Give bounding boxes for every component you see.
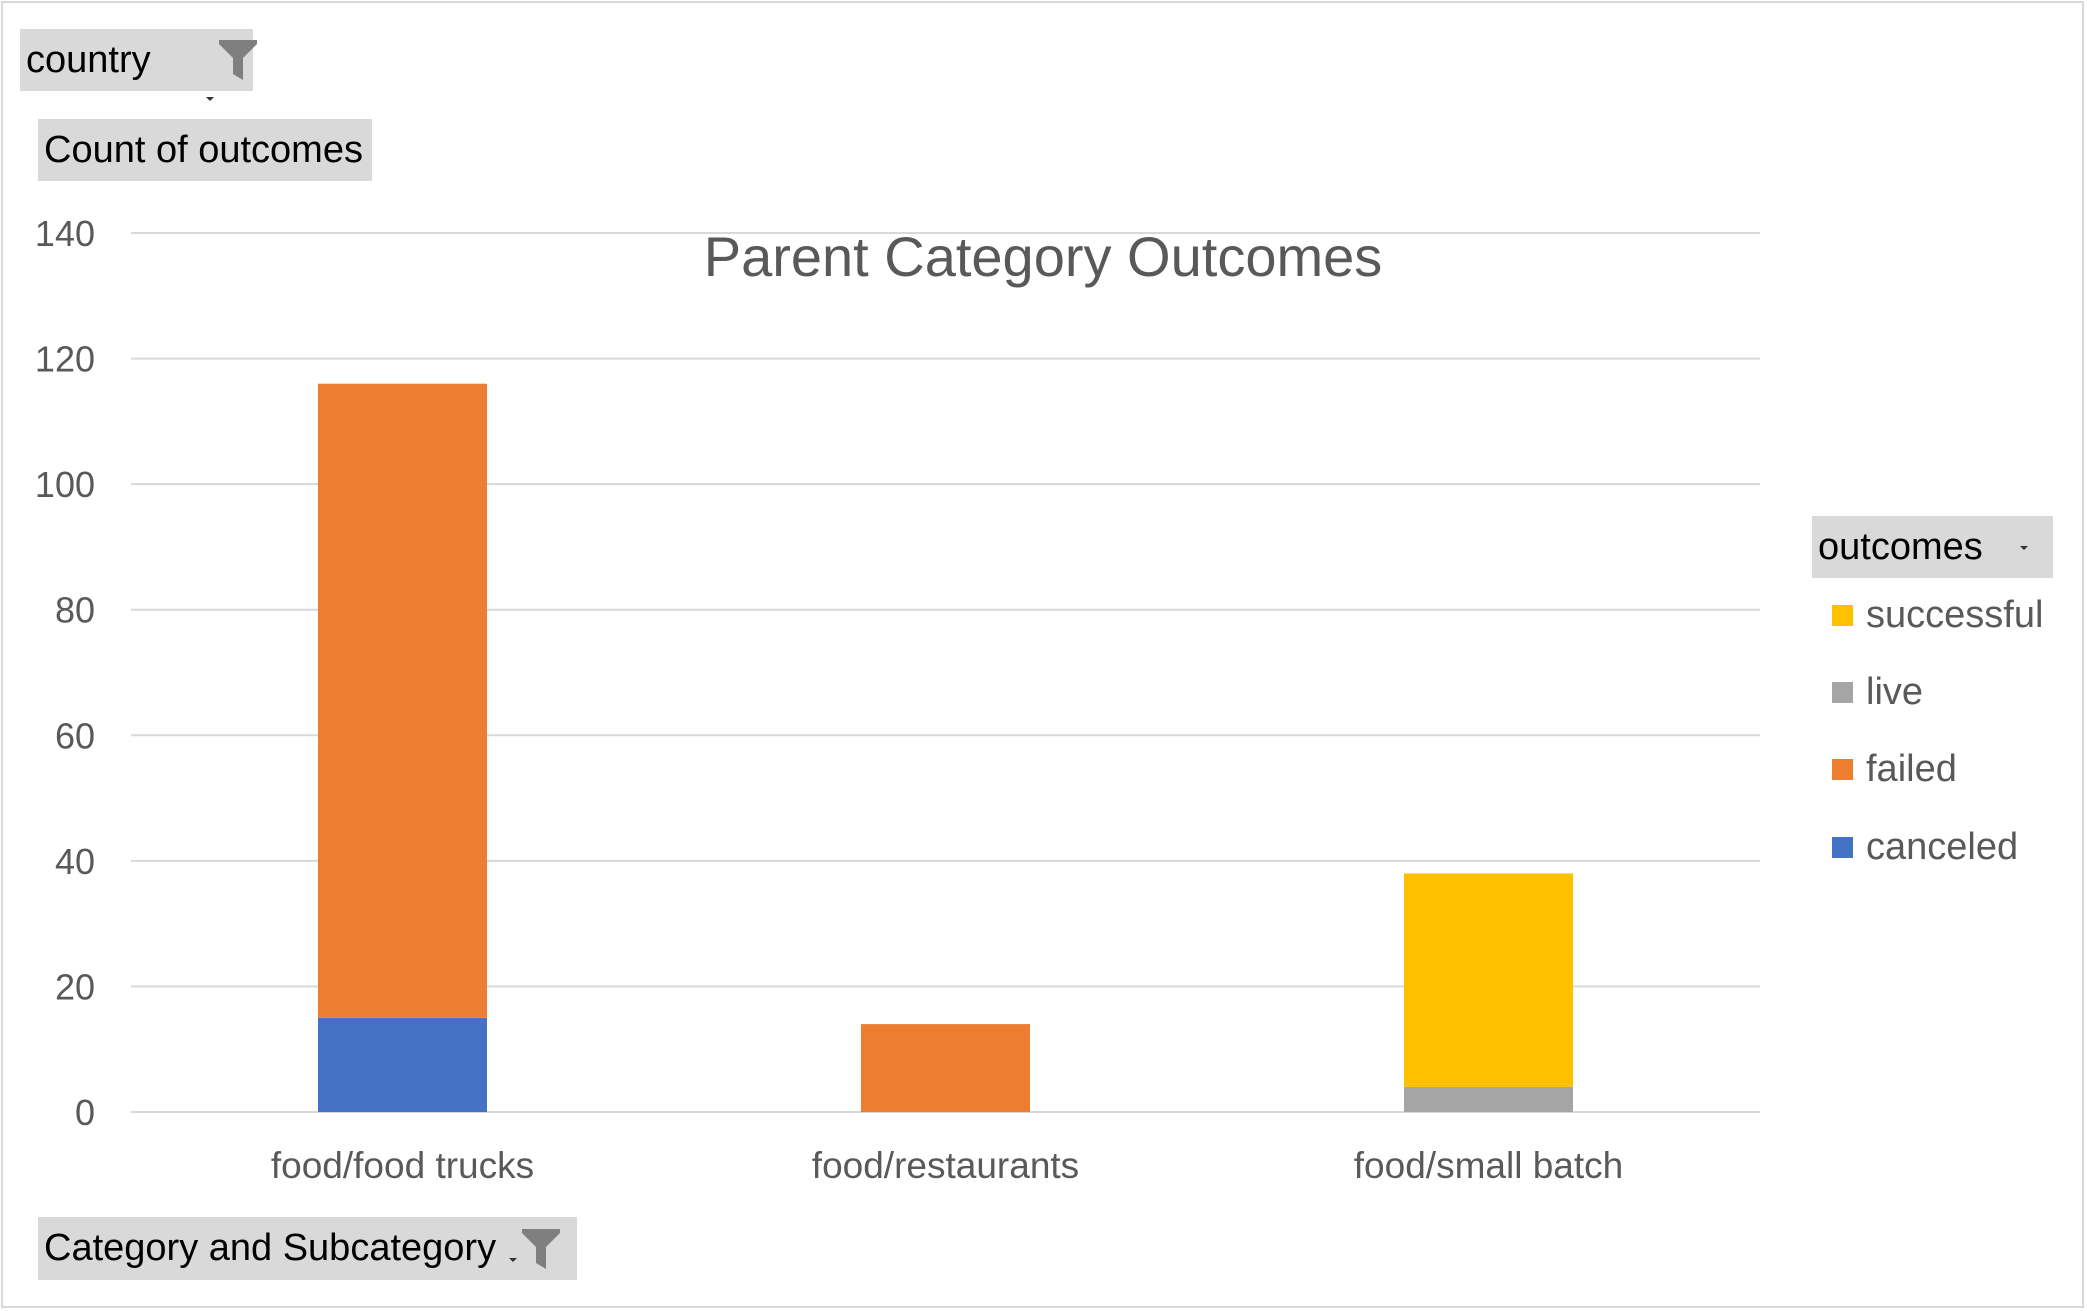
funnel-icon xyxy=(522,1229,560,1269)
legend-item-failed[interactable]: failed xyxy=(1832,748,1957,791)
legend-label-successful: successful xyxy=(1866,594,2044,636)
values-field-button[interactable]: Count of outcomes xyxy=(38,119,372,181)
chevron-down-icon xyxy=(509,1258,517,1262)
country-filter-button[interactable]: country xyxy=(20,29,257,101)
values-field-label: Count of outcomes xyxy=(44,128,363,171)
legend-swatch-failed xyxy=(1832,759,1853,780)
legend-swatch-canceled xyxy=(1832,837,1853,858)
legend-item-canceled[interactable]: canceled xyxy=(1832,826,2018,869)
chevron-down-icon xyxy=(2020,546,2028,550)
outcomes-legend-button[interactable]: outcomes xyxy=(1812,516,2053,578)
legend-label-canceled: canceled xyxy=(1866,826,2019,868)
legend-label-failed: failed xyxy=(1866,748,1957,790)
outcomes-legend-label: outcomes xyxy=(1818,525,1983,568)
legend-label-live: live xyxy=(1866,671,1924,713)
legend-swatch-live xyxy=(1832,682,1853,703)
category-filter-label: Category and Subcategory xyxy=(44,1227,497,1269)
legend-swatch-successful xyxy=(1832,605,1853,626)
chevron-down-icon xyxy=(206,97,214,101)
category-filter-button[interactable]: Category and Subcategory xyxy=(38,1217,577,1280)
country-filter-label: country xyxy=(26,38,151,81)
legend-item-live[interactable]: live xyxy=(1832,671,1923,714)
legend-item-successful[interactable]: successful xyxy=(1832,594,2043,637)
funnel-icon xyxy=(219,40,257,80)
